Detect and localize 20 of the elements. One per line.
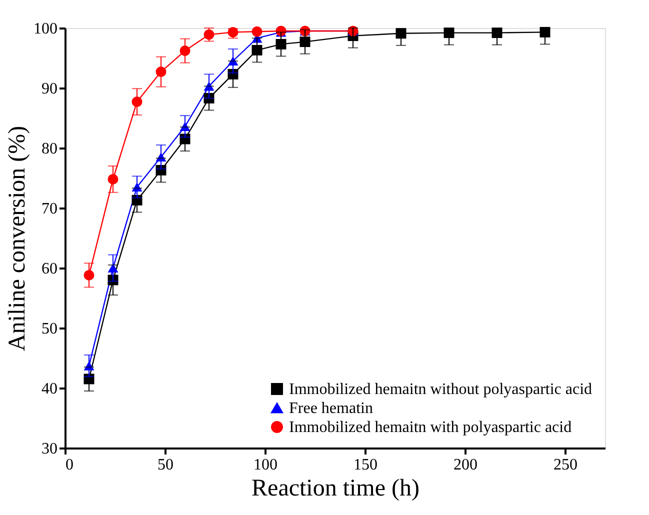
x-tick-label: 200: [454, 456, 478, 474]
legend-label: Free hematin: [289, 400, 373, 417]
y-tick-label: 30: [42, 440, 58, 458]
y-tick-label: 90: [42, 80, 58, 98]
x-axis-title: Reaction time (h): [252, 476, 420, 502]
x-tick-label: 0: [66, 456, 74, 474]
y-tick-label: 70: [42, 200, 58, 218]
point: [252, 26, 262, 37]
y-tick-label: 60: [42, 260, 58, 278]
x-tick-label: 250: [554, 456, 578, 474]
y-tick-label: 100: [34, 20, 58, 38]
legend-label: Immobilized hemaitn with polyaspartic acid: [289, 419, 572, 436]
y-axis-title: Aniline conversion (%): [4, 126, 30, 352]
legend-label: Immobilized hemaitn without polyaspartic acid: [289, 381, 592, 398]
y-tick-label: 40: [42, 380, 58, 398]
y-tick-label: 50: [42, 320, 58, 338]
x-tick-label: 50: [158, 456, 174, 474]
x-tick-label: 100: [254, 456, 278, 474]
y-tick-label: 80: [42, 140, 58, 158]
x-tick-label: 150: [354, 456, 378, 474]
